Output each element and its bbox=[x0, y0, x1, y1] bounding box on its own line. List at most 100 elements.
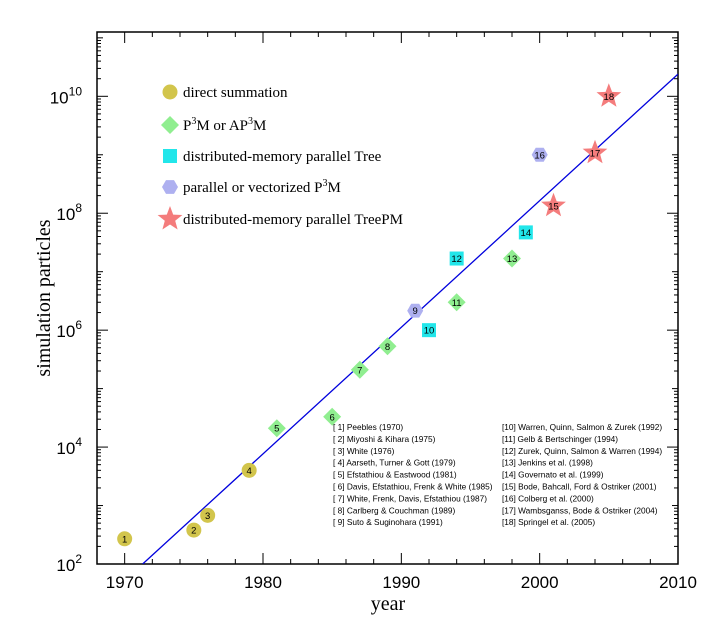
legend-label-part: M or AP bbox=[196, 118, 248, 134]
legend-item: parallel or vectorized P3M bbox=[162, 178, 341, 196]
trend-line bbox=[142, 73, 678, 564]
reference-entry: [ 7] White, Frenk, Davis, Efstathiou (19… bbox=[333, 493, 487, 503]
legend-label: distributed-memory parallel TreePM bbox=[183, 212, 403, 228]
axis-ticks bbox=[96, 32, 679, 565]
y-tick-base: 10 bbox=[56, 439, 75, 458]
point-marker-circle bbox=[241, 462, 257, 478]
y-tick-label: 104 bbox=[56, 435, 82, 458]
data-point: 13 bbox=[503, 249, 521, 268]
point-label: 9 bbox=[413, 306, 418, 317]
data-point: 16 bbox=[531, 147, 548, 162]
data-point: 4 bbox=[241, 462, 257, 478]
point-label: 11 bbox=[452, 298, 462, 309]
legend-label-superscript: 3 bbox=[191, 116, 196, 127]
y-tick-label: 106 bbox=[56, 318, 82, 341]
data-point: 11 bbox=[447, 293, 466, 312]
point-marker-square bbox=[422, 323, 436, 338]
data-point: 6 bbox=[323, 407, 342, 426]
legend-label-superscript: 3 bbox=[323, 178, 328, 189]
point-marker-circle bbox=[186, 522, 202, 538]
point-marker-square bbox=[449, 251, 464, 266]
y-tick-exponent: 4 bbox=[75, 435, 82, 449]
point-label: 6 bbox=[330, 412, 335, 423]
y-axis-label: simulation particles bbox=[33, 219, 55, 376]
y-tick-base: 10 bbox=[56, 556, 75, 575]
legend-marker-hexagon bbox=[162, 180, 178, 194]
y-tick-label: 108 bbox=[56, 201, 82, 224]
reference-entry: [ 5] Efstathiou & Eastwood (1981) bbox=[333, 470, 457, 480]
reference-entry: [ 9] Suto & Suginohara (1991) bbox=[333, 517, 443, 527]
data-point: 5 bbox=[267, 419, 286, 438]
point-label: 3 bbox=[205, 511, 210, 522]
data-point: 18 bbox=[596, 83, 622, 107]
references-right: [10] Warren, Quinn, Salmon & Zurek (1992… bbox=[502, 422, 662, 527]
legend-label-superscript: 3 bbox=[248, 116, 253, 127]
point-marker-star bbox=[541, 192, 566, 217]
reference-entry: [15] Bode, Bahcall, Ford & Ostriker (200… bbox=[502, 482, 657, 492]
y-tick-exponent: 10 bbox=[69, 84, 83, 98]
point-marker-diamond bbox=[267, 419, 286, 438]
data-point: 1 bbox=[117, 531, 133, 547]
reference-entry: [14] Governato et al. (1999) bbox=[502, 470, 604, 480]
point-label: 7 bbox=[357, 365, 362, 376]
point-label: 1 bbox=[122, 534, 127, 545]
legend-label: P3M or AP3M bbox=[183, 116, 266, 134]
point-marker-diamond bbox=[323, 407, 342, 426]
data-point: 2 bbox=[186, 522, 202, 538]
x-tick-labels: 1970 1980 1990 2000 2010 bbox=[106, 573, 697, 592]
point-marker-star bbox=[596, 83, 622, 107]
y-tick-exponent: 8 bbox=[75, 201, 82, 215]
point-marker-circle bbox=[117, 531, 133, 547]
point-label: 16 bbox=[534, 150, 545, 161]
point-label: 10 bbox=[424, 326, 435, 337]
legend-marker-diamond bbox=[161, 116, 179, 134]
legend-marker-square bbox=[163, 149, 177, 163]
plot-frame bbox=[96, 31, 679, 565]
point-marker-diamond bbox=[350, 360, 369, 379]
reference-entry: [ 4] Aarseth, Turner & Gott (1979) bbox=[333, 458, 456, 468]
data-point: 8 bbox=[378, 337, 397, 356]
y-tick-exponent: 2 bbox=[75, 552, 82, 566]
point-label: 8 bbox=[385, 342, 390, 353]
x-tick-label: 1990 bbox=[382, 573, 420, 592]
point-marker-hexagon bbox=[531, 147, 548, 162]
legend-marker-circle bbox=[162, 84, 178, 100]
y-tick-base: 10 bbox=[56, 322, 75, 341]
y-tick-label: 1010 bbox=[50, 84, 83, 107]
x-tick-label: 1970 bbox=[106, 573, 144, 592]
point-label: 14 bbox=[521, 228, 532, 239]
legend-label-part: P bbox=[183, 118, 191, 134]
point-marker-square bbox=[518, 225, 533, 240]
point-label: 12 bbox=[451, 254, 462, 265]
point-label: 4 bbox=[247, 466, 252, 477]
point-marker-circle bbox=[200, 507, 216, 523]
legend-label-part: parallel or vectorized P bbox=[183, 180, 323, 196]
point-marker-diamond bbox=[447, 293, 466, 312]
point-label: 18 bbox=[604, 92, 615, 103]
x-tick-label: 1980 bbox=[244, 573, 282, 592]
reference-entry: [ 1] Peebles (1970) bbox=[333, 422, 403, 432]
data-point: 9 bbox=[407, 303, 424, 318]
point-label: 5 bbox=[274, 424, 279, 435]
point-marker-star bbox=[582, 139, 608, 164]
references-left: [ 1] Peebles (1970) [ 2] Miyoshi & Kihara… bbox=[333, 422, 493, 527]
legend-item: distributed-memory parallel TreePM bbox=[157, 206, 403, 230]
point-marker-diamond bbox=[378, 337, 397, 356]
data-point: 3 bbox=[200, 507, 216, 523]
reference-entry: [10] Warren, Quinn, Salmon & Zurek (1992… bbox=[502, 422, 662, 432]
legend-item: distributed-memory parallel Tree bbox=[163, 149, 382, 165]
point-marker-hexagon bbox=[407, 303, 424, 318]
legend-label: distributed-memory parallel Tree bbox=[183, 149, 382, 165]
point-marker-diamond bbox=[503, 249, 521, 268]
legend-label-part: M bbox=[328, 180, 341, 196]
data-point: 7 bbox=[350, 360, 369, 379]
point-label: 2 bbox=[191, 526, 196, 537]
legend-marker-star bbox=[157, 206, 183, 230]
data-point: 10 bbox=[422, 323, 436, 338]
data-point: 12 bbox=[449, 251, 464, 266]
reference-entry: [13] Jenkins et al. (1998) bbox=[502, 458, 593, 468]
legend-label: parallel or vectorized P3M bbox=[183, 178, 341, 196]
y-tick-base: 10 bbox=[56, 205, 75, 224]
